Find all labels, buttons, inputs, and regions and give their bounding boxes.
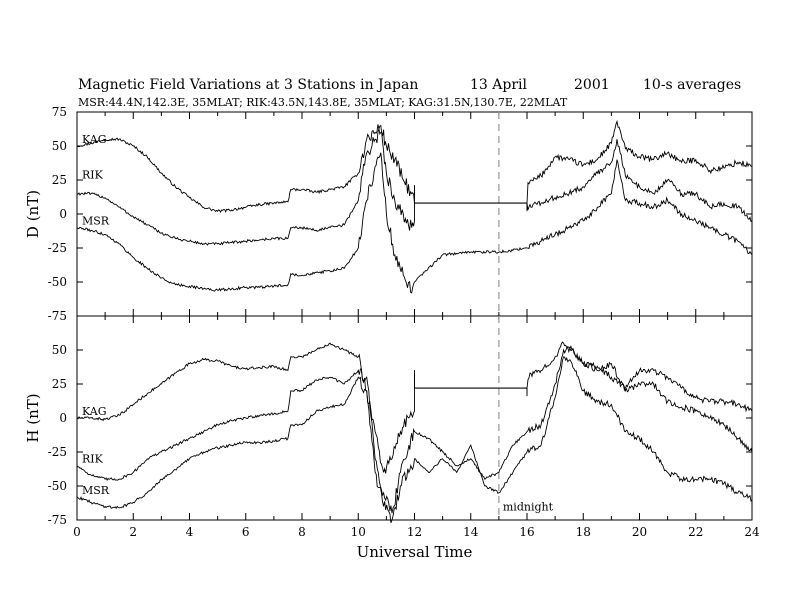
x-tick-label: 8	[298, 525, 306, 539]
x-tick-label: 2	[129, 525, 137, 539]
panel-D: -75 -50 -25 0 25 50 75 D (nT) KAG RIK MSR	[24, 105, 753, 323]
chart-date: 13 April	[470, 77, 528, 93]
x-tick-label: 18	[576, 525, 591, 539]
data-gap-bracket	[414, 370, 528, 397]
series-line-KAG-H	[76, 341, 753, 474]
x-tick-label: 14	[463, 525, 479, 539]
y-tick-label-D: 50	[52, 139, 67, 153]
y-tick-label-H: 50	[52, 343, 67, 357]
series-label-RIK-H: RIK	[82, 453, 104, 466]
series-label-MSR-H: MSR	[82, 484, 110, 497]
series-line-KAG-D	[76, 119, 753, 214]
x-tick-label: 16	[519, 525, 534, 539]
y-tick-label-H: -75	[48, 513, 67, 527]
series-label-RIK-D: RIK	[82, 169, 104, 182]
chart-averaging: 10-s averages	[643, 77, 741, 93]
x-tick-label: 4	[186, 525, 194, 539]
chart-title: Magnetic Field Variations at 3 Stations …	[78, 77, 418, 93]
x-tick-label: 20	[632, 525, 647, 539]
panel-frame-H	[76, 315, 753, 521]
panels-group: -75 -50 -25 0 25 50 75 D (nT) KAG RIK MSR -75 -50 -25…	[24, 105, 760, 561]
series-label-MSR-D: MSR	[82, 215, 110, 228]
series-line-MSR-H	[76, 356, 753, 523]
y-tick-label-D: 75	[52, 105, 67, 119]
y-tick-label-H: -25	[48, 445, 67, 459]
y-tick-label-D: 25	[52, 173, 67, 187]
series-line-MSR-D	[76, 152, 753, 294]
x-tick-label: 12	[407, 525, 422, 539]
x-tick-label: 24	[744, 525, 760, 539]
x-tick-label: 0	[73, 525, 81, 539]
x-tick-label: 10	[351, 525, 366, 539]
x-tick-label: 22	[688, 525, 703, 539]
series-label-KAG-D: KAG	[82, 133, 107, 146]
y-tick-label-D: -75	[48, 309, 67, 323]
series-label-KAG-H: KAG	[82, 405, 107, 418]
y-axis-label-H: H (nT)	[24, 393, 42, 442]
y-tick-label-D: -50	[48, 275, 67, 289]
y-tick-label-D: -25	[48, 241, 67, 255]
chart-subtitle: MSR:44.4N,142.3E, 35MLAT; RIK:43.5N,143.…	[78, 96, 568, 109]
data-gap-bracket	[414, 185, 528, 212]
series-line-RIK-D	[76, 128, 753, 246]
series-line-RIK-H	[76, 346, 753, 514]
y-tick-label-H: -50	[48, 479, 67, 493]
annotation-midnight: midnight	[503, 500, 554, 513]
x-tick-label: 6	[242, 525, 250, 539]
x-axis-label: Universal Time	[357, 543, 473, 561]
y-tick-label-D: 0	[59, 207, 67, 221]
chart-year: 2001	[574, 77, 610, 93]
y-axis-label-D: D (nT)	[24, 190, 42, 238]
y-tick-label-H: 0	[59, 411, 67, 425]
y-tick-label-H: 25	[52, 377, 67, 391]
